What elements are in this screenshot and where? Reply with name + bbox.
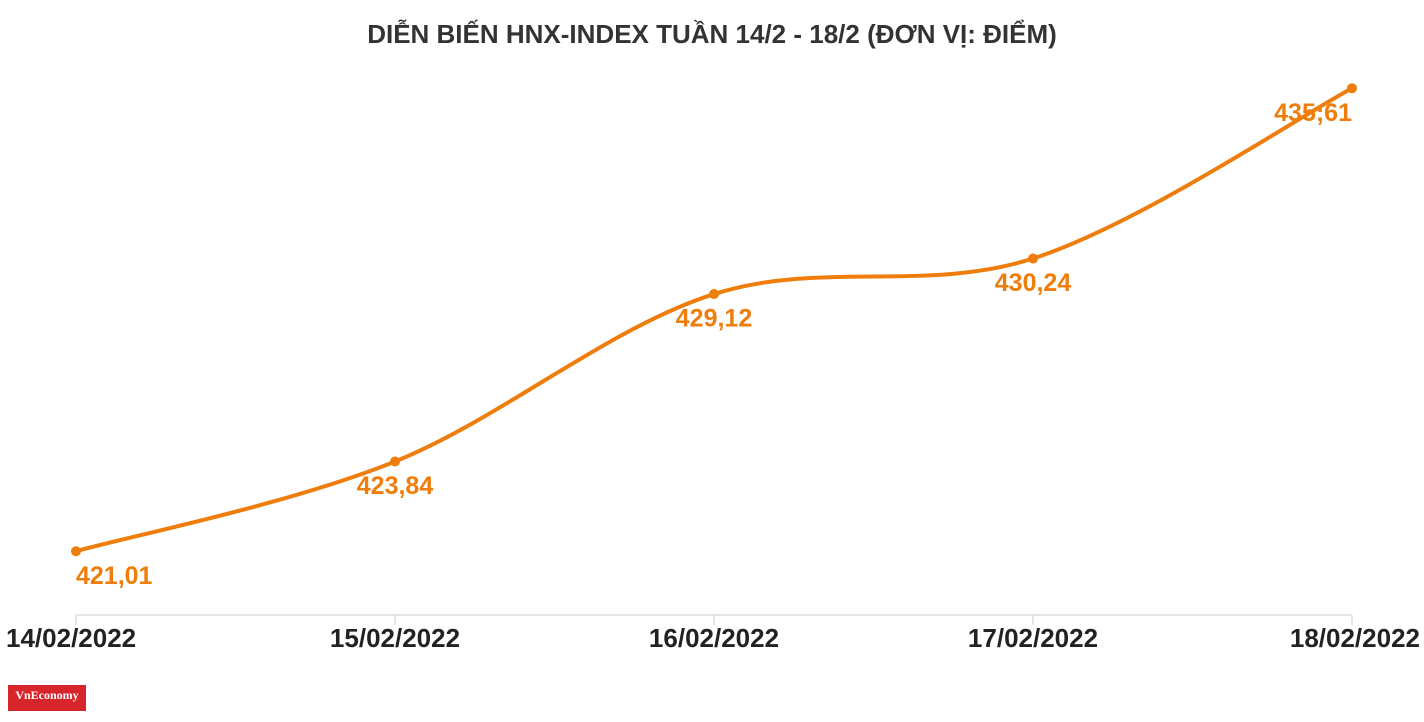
x-tick-label: 17/02/2022 [968,623,1098,653]
point [71,546,81,557]
x-tick-label: 14/02/2022 [6,623,136,653]
x-tick-label: 16/02/2022 [649,623,779,653]
value-label: 430,24 [995,269,1072,297]
value-label: 435;61 [1274,99,1352,127]
chart-title: DIỄN BIẾN HNX-INDEX TUẦN 14/2 - 18/2 (ĐƠ… [367,19,1057,49]
logo-box [8,685,86,711]
point [390,456,400,467]
point [1347,83,1357,94]
logo: VnEconomy [15,688,78,702]
x-tick-label: 15/02/2022 [330,623,460,653]
value-label: 423,84 [357,472,434,500]
x-tick-label: 18/02/2022 [1290,623,1420,653]
point [709,289,719,300]
value-label: 421,01 [76,562,153,590]
point [1028,253,1038,264]
value-label: 429,12 [676,305,752,333]
